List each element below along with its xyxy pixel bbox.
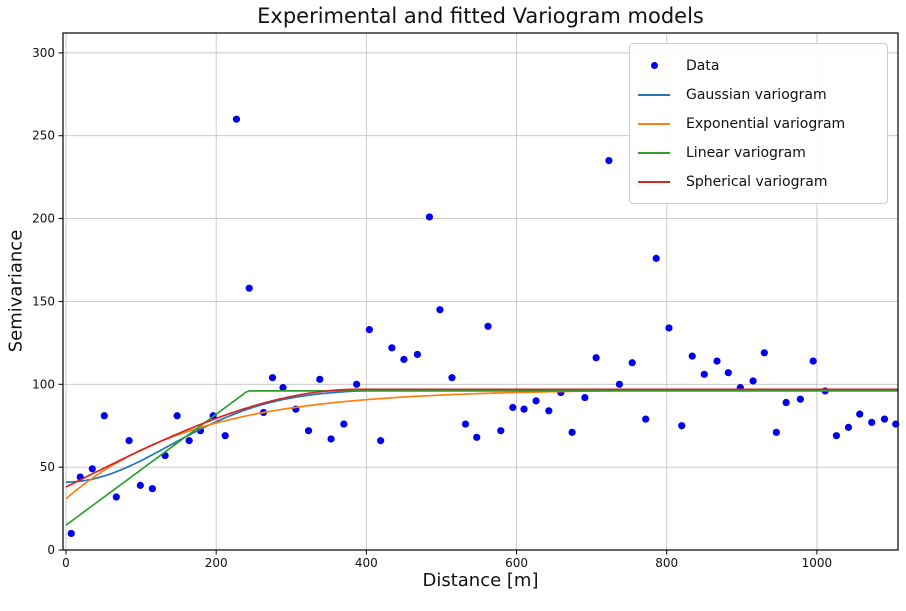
- data-point: [700, 370, 708, 378]
- data-point: [461, 420, 470, 428]
- legend-item-exponential: Exponential variogram: [638, 109, 877, 138]
- x-tick-label: 800: [655, 556, 678, 570]
- data-point: [724, 369, 732, 377]
- x-tick-label: 1000: [802, 556, 833, 570]
- data-point: [856, 410, 864, 418]
- x-tick-label: 0: [62, 556, 70, 570]
- legend-item-gaussian: Gaussian variogram: [638, 80, 877, 109]
- data-point: [425, 213, 434, 221]
- data-point: [592, 354, 600, 362]
- linear-line-icon: [638, 151, 670, 154]
- gaussian-line-icon: [638, 93, 670, 96]
- data-point: [615, 380, 624, 388]
- data-point: [304, 427, 313, 435]
- data-point: [678, 422, 686, 430]
- data-point: [400, 355, 408, 364]
- data-point: [413, 350, 422, 359]
- data-point: [185, 437, 193, 445]
- data-point: [545, 407, 553, 415]
- data-point: [688, 352, 696, 360]
- legend-item-spherical: Spherical variogram: [638, 167, 877, 196]
- y-tick-label: 300: [32, 46, 55, 60]
- data-point: [327, 435, 335, 443]
- data-point: [628, 359, 636, 367]
- data-point: [448, 374, 456, 382]
- data-point: [377, 437, 385, 445]
- y-tick-label: 50: [40, 460, 55, 474]
- data-point: [760, 349, 768, 357]
- legend-item-data: Data: [638, 51, 877, 80]
- data-point: [365, 326, 373, 334]
- data-marker-icon: [638, 62, 670, 69]
- data-point: [605, 156, 613, 165]
- data-point: [173, 412, 181, 420]
- data-point: [136, 481, 144, 489]
- legend-label: Exponential variogram: [686, 115, 846, 132]
- data-point: [436, 306, 444, 314]
- spherical-line-icon: [638, 180, 670, 183]
- data-point: [782, 398, 790, 407]
- chart-title: Experimental and fitted Variogram models: [257, 4, 704, 28]
- data-point: [665, 324, 673, 332]
- exponential-line-icon: [638, 122, 670, 125]
- data-point: [642, 415, 650, 423]
- x-axis-label: Distance [m]: [422, 570, 539, 591]
- plot-border: [62, 32, 899, 551]
- data-point: [652, 254, 660, 262]
- data-point: [316, 375, 324, 383]
- data-point: [473, 433, 481, 441]
- y-tick-label: 100: [32, 377, 55, 391]
- data-point: [497, 427, 505, 435]
- x-tick-label: 600: [505, 556, 528, 570]
- data-point: [353, 380, 361, 388]
- data-point: [245, 284, 253, 292]
- legend-label: Spherical variogram: [686, 173, 828, 190]
- spherical-curve: [65, 388, 898, 488]
- data-point: [581, 393, 589, 402]
- data-point: [100, 412, 108, 420]
- data-point: [221, 432, 229, 440]
- x-tick-label: 400: [355, 556, 378, 570]
- data-point: [796, 395, 804, 403]
- data-point: [532, 397, 540, 405]
- data-point: [868, 418, 876, 427]
- data-point: [772, 428, 780, 436]
- y-tick-label: 200: [32, 212, 55, 226]
- legend-item-linear: Linear variogram: [638, 138, 877, 167]
- legend: Data Gaussian variogram Exponential vari…: [629, 43, 888, 204]
- data-point: [880, 415, 889, 423]
- x-tick-label: 200: [205, 556, 228, 570]
- y-axis-label: Semivariance: [5, 229, 27, 353]
- data-point: [749, 377, 757, 385]
- data-point: [268, 374, 277, 382]
- data-point: [809, 357, 817, 365]
- data-point: [713, 357, 721, 365]
- y-tick-label: 150: [32, 294, 55, 308]
- y-tick-label: 250: [32, 129, 55, 143]
- legend-label: Gaussian variogram: [686, 86, 827, 103]
- y-tick-label: 0: [47, 543, 55, 557]
- data-point: [279, 384, 287, 392]
- gaussian-curve: [65, 388, 898, 483]
- data-point: [568, 428, 576, 436]
- data-point: [88, 465, 96, 473]
- data-point: [509, 403, 517, 412]
- data-point: [148, 485, 156, 493]
- data-point: [232, 115, 241, 123]
- exponential-curve: [65, 388, 898, 500]
- data-point: [484, 322, 492, 330]
- legend-label: Data: [686, 57, 720, 74]
- data-point: [388, 344, 396, 352]
- data-point: [520, 405, 528, 413]
- data-point: [844, 423, 853, 431]
- linear-curve: [65, 390, 898, 526]
- data-point: [340, 420, 348, 428]
- data-point: [112, 493, 120, 501]
- data-point: [125, 437, 133, 445]
- data-point: [832, 432, 841, 440]
- legend-label: Linear variogram: [686, 144, 806, 161]
- data-point: [67, 529, 75, 538]
